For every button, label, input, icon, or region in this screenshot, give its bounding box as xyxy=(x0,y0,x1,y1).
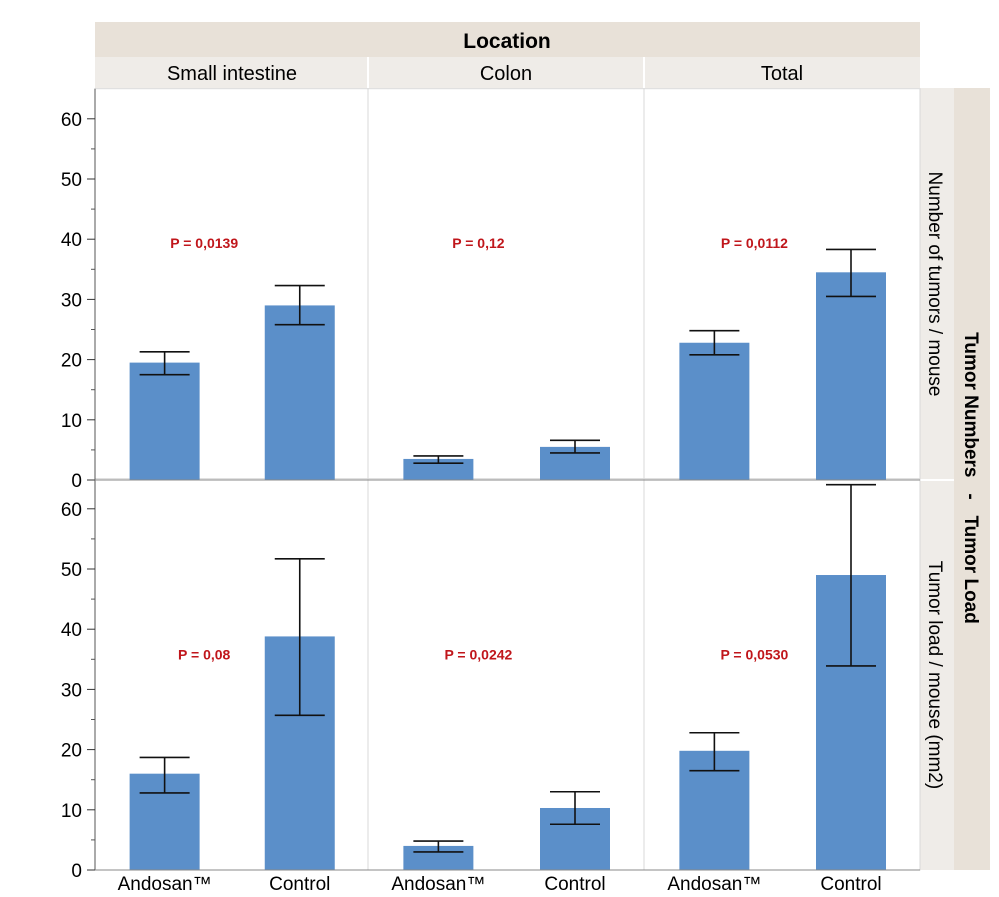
bar xyxy=(403,458,474,480)
row-label-tumor-numbers: Number of tumors / mouse xyxy=(924,172,945,397)
p-value-annotation: P = 0,0530 xyxy=(720,646,788,662)
x-category-label: Andosan™ xyxy=(118,874,212,895)
p-value-annotation: P = 0,0139 xyxy=(170,235,238,251)
y-tick-label: 30 xyxy=(61,680,82,701)
p-value-annotation: P = 0,12 xyxy=(452,235,505,251)
y-tick-label: 60 xyxy=(61,500,82,521)
y-tick-label: 10 xyxy=(61,801,82,822)
row-facet-title: Tumor Numbers - Tumor Load xyxy=(960,332,981,624)
location-header-band xyxy=(95,22,920,57)
y-tick-label: 50 xyxy=(61,560,82,581)
panels-layer: 0 10 20 30 40 50 60 0 10 20 30 40 50 60 P = 0,0139 P = … xyxy=(61,88,921,895)
y-tick-label: 10 xyxy=(61,411,82,432)
x-category-label: Control xyxy=(269,874,330,895)
x-category-label: Andosan™ xyxy=(391,874,485,895)
bar xyxy=(679,342,750,480)
panel-frame xyxy=(367,88,645,481)
p-value-annotation: P = 0,0242 xyxy=(444,646,512,662)
x-category-label: Control xyxy=(820,874,881,895)
p-value-annotation: P = 0,08 xyxy=(178,646,231,662)
p-value-annotation: P = 0,0112 xyxy=(721,235,788,251)
bar xyxy=(264,305,335,480)
y-tick-label: 20 xyxy=(61,741,82,762)
y-tick-label: 60 xyxy=(61,110,82,131)
bar xyxy=(129,362,200,480)
y-tick-label: 40 xyxy=(61,230,82,251)
y-tick-label: 0 xyxy=(71,861,82,882)
row-label-tumor-load: Tumor load / mouse (mm2) xyxy=(924,561,945,789)
bar xyxy=(816,272,886,480)
x-category-label: Control xyxy=(544,874,605,895)
y-tick-label: 20 xyxy=(61,351,82,372)
column-header-small-intestine: Small intestine xyxy=(167,63,297,85)
y-tick-label: 40 xyxy=(61,620,82,641)
y-tick-label: 50 xyxy=(61,170,82,191)
y-tick-label: 30 xyxy=(61,290,82,311)
column-header-colon: Colon xyxy=(480,63,532,85)
y-tick-label: 0 xyxy=(71,471,82,492)
x-category-label: Andosan™ xyxy=(667,874,761,895)
column-header-total: Total xyxy=(761,63,803,85)
column-header-band xyxy=(95,57,920,88)
location-header-title: Location xyxy=(463,30,551,53)
row-facet-strip xyxy=(954,88,990,870)
